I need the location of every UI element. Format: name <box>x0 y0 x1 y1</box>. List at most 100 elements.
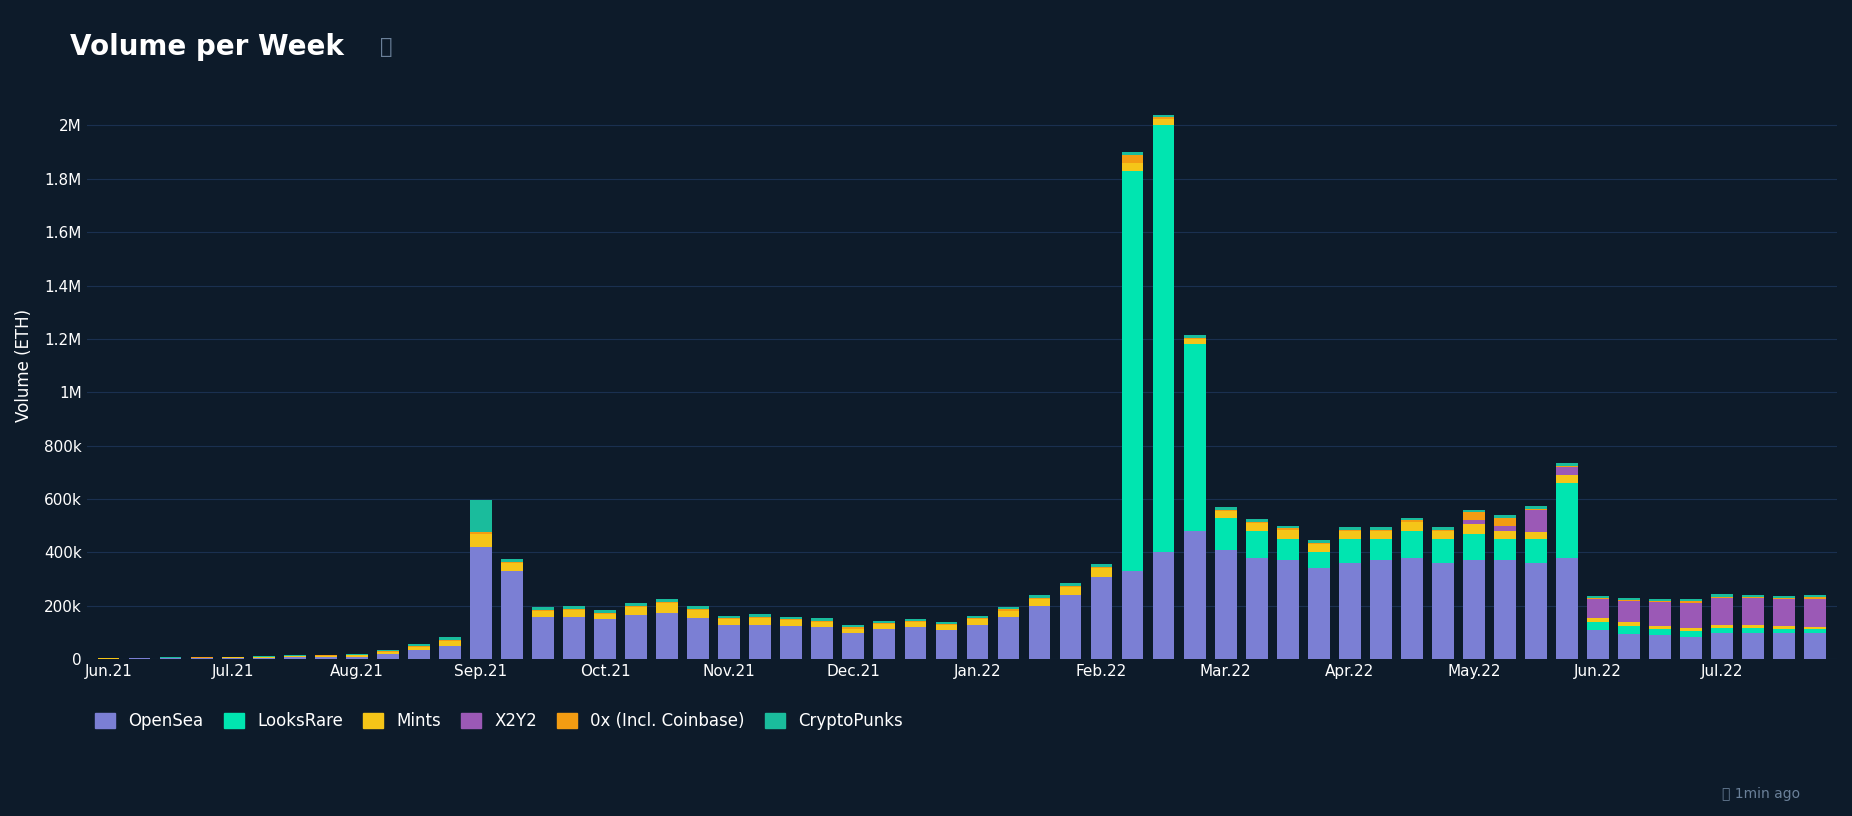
Bar <box>532 611 554 617</box>
Bar <box>1276 530 1298 539</box>
Bar <box>750 617 770 618</box>
Bar <box>874 623 895 628</box>
Bar <box>1059 588 1082 595</box>
Bar <box>532 607 554 610</box>
Bar <box>1526 563 1546 659</box>
Legend: OpenSea, LooksRare, Mints, X2Y2, 0x (Incl. Coinbase), CryptoPunks: OpenSea, LooksRare, Mints, X2Y2, 0x (Inc… <box>94 712 904 730</box>
Bar <box>1463 561 1485 659</box>
Bar <box>1495 539 1515 561</box>
Bar <box>1400 531 1422 558</box>
Bar <box>1152 552 1174 659</box>
Bar <box>1215 511 1237 518</box>
Bar <box>1308 540 1330 543</box>
Bar <box>1526 510 1546 532</box>
Bar <box>626 605 646 607</box>
Bar <box>1650 601 1671 602</box>
Y-axis label: Volume (ETH): Volume (ETH) <box>15 309 33 422</box>
Bar <box>1215 510 1237 511</box>
Bar <box>998 617 1019 659</box>
Bar <box>1711 598 1733 624</box>
Bar <box>1432 527 1454 530</box>
Bar <box>283 656 306 658</box>
Bar <box>407 650 430 659</box>
Bar <box>1556 558 1578 659</box>
Bar <box>1711 594 1733 596</box>
Bar <box>1091 576 1113 659</box>
Bar <box>1711 624 1733 628</box>
Bar <box>1152 119 1174 126</box>
Bar <box>407 647 430 650</box>
Bar <box>1774 600 1795 626</box>
Bar <box>1152 115 1174 118</box>
Bar <box>780 620 802 626</box>
Bar <box>1339 530 1361 531</box>
Bar <box>1339 531 1361 539</box>
Bar <box>843 628 865 632</box>
Bar <box>750 618 770 624</box>
Bar <box>1526 532 1546 539</box>
Bar <box>1308 544 1330 552</box>
Bar <box>1495 515 1515 518</box>
Bar <box>1619 601 1641 623</box>
Bar <box>1215 550 1237 659</box>
Bar <box>563 617 585 659</box>
Bar <box>1680 628 1702 632</box>
Bar <box>1276 539 1298 561</box>
Bar <box>1276 529 1298 530</box>
Bar <box>1091 565 1113 567</box>
Bar <box>1122 571 1143 659</box>
Bar <box>283 658 306 659</box>
Bar <box>719 618 741 619</box>
Bar <box>1028 598 1050 599</box>
Bar <box>1587 618 1609 622</box>
Bar <box>1556 463 1578 466</box>
Bar <box>1308 543 1330 544</box>
Bar <box>1711 632 1733 659</box>
Bar <box>315 657 337 659</box>
Bar <box>1743 632 1765 659</box>
Bar <box>1091 567 1113 569</box>
Bar <box>811 628 833 659</box>
Bar <box>1432 563 1454 659</box>
Bar <box>1587 622 1609 630</box>
Bar <box>1619 627 1641 634</box>
Bar <box>1804 597 1826 599</box>
Bar <box>1650 629 1671 635</box>
Bar <box>439 636 461 640</box>
Bar <box>1215 518 1237 550</box>
Bar <box>780 617 802 619</box>
Bar <box>843 632 865 659</box>
Text: Volume per Week: Volume per Week <box>70 33 344 60</box>
Bar <box>998 607 1019 610</box>
Bar <box>1370 539 1391 561</box>
Bar <box>1587 599 1609 618</box>
Bar <box>1463 534 1485 561</box>
Bar <box>222 658 244 659</box>
Bar <box>967 618 989 619</box>
Bar <box>1774 632 1795 659</box>
Bar <box>1122 163 1143 171</box>
Bar <box>1650 602 1671 626</box>
Bar <box>1308 552 1330 569</box>
Bar <box>563 605 585 609</box>
Bar <box>1370 530 1391 531</box>
Bar <box>1774 629 1795 632</box>
Bar <box>998 610 1019 617</box>
Bar <box>1556 483 1578 558</box>
Bar <box>594 610 617 613</box>
Bar <box>1495 526 1515 531</box>
Bar <box>378 654 398 659</box>
Bar <box>1246 531 1267 558</box>
Bar <box>1183 339 1206 344</box>
Bar <box>470 533 493 534</box>
Bar <box>687 609 709 610</box>
Bar <box>1680 601 1702 603</box>
Bar <box>532 610 554 611</box>
Bar <box>1680 632 1702 636</box>
Bar <box>1400 521 1422 531</box>
Bar <box>935 624 957 625</box>
Bar <box>1246 558 1267 659</box>
Bar <box>904 619 926 621</box>
Bar <box>1308 569 1330 659</box>
Bar <box>1495 518 1515 526</box>
